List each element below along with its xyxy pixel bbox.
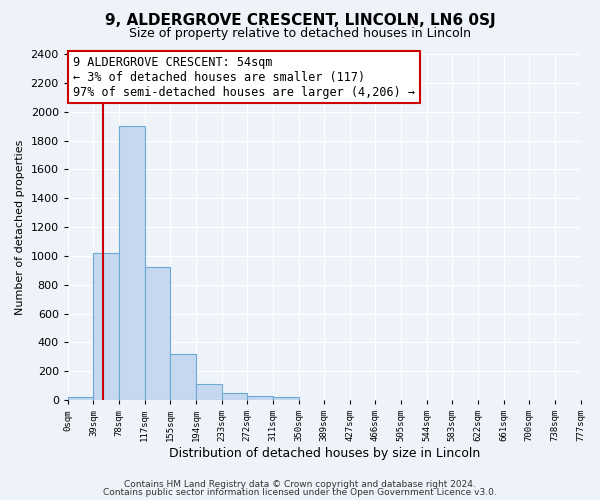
- Bar: [247, 396, 273, 400]
- Bar: [119, 126, 145, 400]
- Bar: [170, 354, 196, 400]
- Bar: [273, 396, 299, 400]
- Bar: [196, 384, 221, 400]
- Text: Size of property relative to detached houses in Lincoln: Size of property relative to detached ho…: [129, 28, 471, 40]
- Text: Contains HM Land Registry data © Crown copyright and database right 2024.: Contains HM Land Registry data © Crown c…: [124, 480, 476, 489]
- X-axis label: Distribution of detached houses by size in Lincoln: Distribution of detached houses by size …: [169, 447, 480, 460]
- Text: 9 ALDERGROVE CRESCENT: 54sqm
← 3% of detached houses are smaller (117)
97% of se: 9 ALDERGROVE CRESCENT: 54sqm ← 3% of det…: [73, 56, 415, 98]
- Y-axis label: Number of detached properties: Number of detached properties: [15, 140, 25, 315]
- Bar: [68, 396, 94, 400]
- Bar: [145, 268, 170, 400]
- Bar: [94, 253, 119, 400]
- Text: 9, ALDERGROVE CRESCENT, LINCOLN, LN6 0SJ: 9, ALDERGROVE CRESCENT, LINCOLN, LN6 0SJ: [104, 12, 496, 28]
- Bar: [221, 393, 247, 400]
- Text: Contains public sector information licensed under the Open Government Licence v3: Contains public sector information licen…: [103, 488, 497, 497]
